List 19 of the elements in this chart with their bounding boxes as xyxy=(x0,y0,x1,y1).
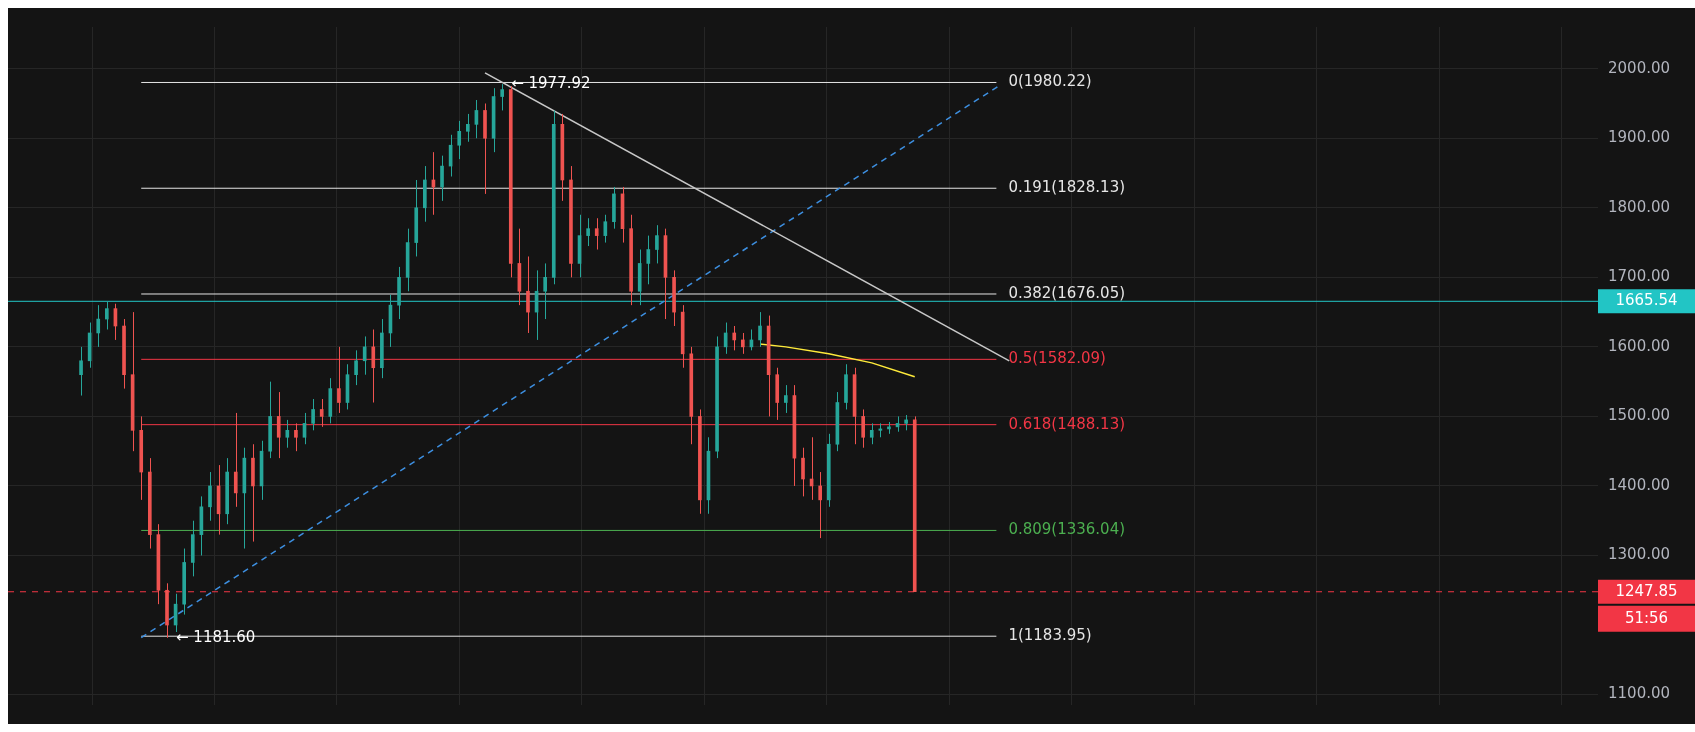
y-tick-label: 1300.00 xyxy=(1608,545,1671,564)
y-tick-label: 2000.00 xyxy=(1608,58,1671,77)
ref-line-label: 0.5(1582.09) xyxy=(1008,349,1106,368)
ref-line-label: 0.618(1488.13) xyxy=(1008,414,1126,433)
ref-line-label: 0.809(1336.04) xyxy=(1008,520,1126,539)
text: 51:56 xyxy=(1624,608,1669,627)
y-tick-label: 1600.00 xyxy=(1608,336,1671,355)
y-tick-label: 1500.00 xyxy=(1608,406,1671,425)
y-tick-label: 1800.00 xyxy=(1608,197,1671,216)
ref-line-label: 0.382(1676.05) xyxy=(1008,283,1126,302)
y-tick-label: 1400.00 xyxy=(1608,475,1671,494)
ref-line-label: 0.191(1828.13) xyxy=(1008,178,1126,197)
y-tick-label: 1100.00 xyxy=(1608,684,1671,703)
ref-line-label: 1(1183.95) xyxy=(1008,626,1092,645)
y-tick-label: 1700.00 xyxy=(1608,267,1671,286)
ref-line-label: 0(1980.22) xyxy=(1008,72,1092,91)
y-tick-label: 1900.00 xyxy=(1608,128,1671,147)
ref-line-label: 1247.85 xyxy=(1615,581,1678,600)
ref-line-label: 1665.54 xyxy=(1615,291,1678,310)
